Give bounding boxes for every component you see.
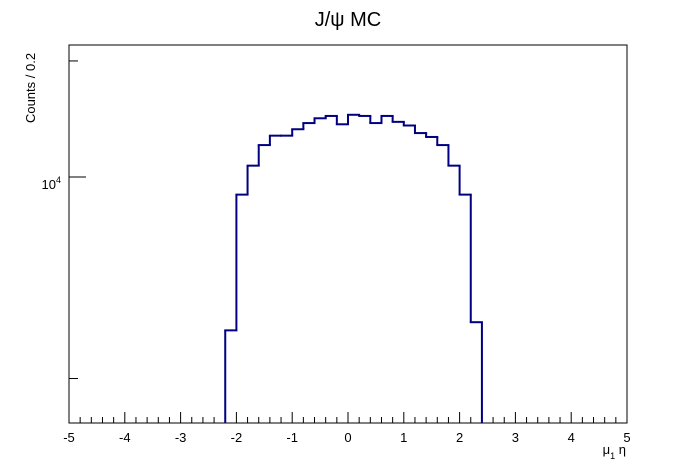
chart-title: J/ψ MC [315, 9, 381, 31]
y-axis-label: Counts / 0.2 [23, 53, 38, 123]
y-axis [69, 60, 86, 380]
x-axis: -5 -4 -3 -2 -1 0 1 2 3 4 5 [63, 412, 631, 445]
x-tick-label: -3 [175, 430, 187, 445]
x-tick-label: 4 [568, 430, 575, 445]
x-axis-label-sub: 1 [610, 451, 615, 461]
x-axis-label: μ1 η [603, 442, 626, 461]
x-tick-label: 3 [512, 430, 519, 445]
x-tick-label: 5 [623, 430, 630, 445]
x-axis-label-main: μ [603, 442, 611, 457]
x-tick-label: 1 [400, 430, 407, 445]
x-tick-label: -5 [63, 430, 75, 445]
x-axis-label-after: η [615, 442, 626, 457]
histogram-bins [224, 113, 483, 423]
x-tick-label: 2 [456, 430, 463, 445]
x-tick-label: -2 [231, 430, 243, 445]
plot-frame [68, 44, 628, 424]
y-tick-label-1e4: 104 [42, 175, 61, 192]
y-tick-base: 10 [42, 177, 56, 192]
x-tick-label: -1 [286, 430, 298, 445]
x-tick-label: 0 [344, 430, 351, 445]
x-tick-label: -4 [119, 430, 131, 445]
y-tick-exponent: 4 [56, 175, 61, 185]
